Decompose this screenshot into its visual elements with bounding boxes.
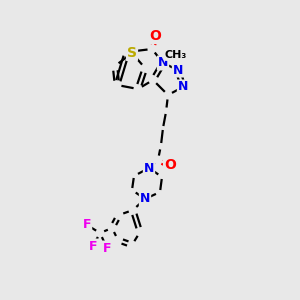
Text: F: F (89, 239, 97, 253)
Text: N: N (144, 161, 154, 175)
Text: N: N (178, 80, 188, 94)
Text: N: N (140, 193, 150, 206)
Text: F: F (83, 218, 91, 232)
Text: O: O (164, 158, 176, 172)
Text: CH₃: CH₃ (165, 50, 187, 60)
Text: S: S (127, 46, 137, 60)
Text: F: F (103, 242, 111, 254)
Text: N: N (173, 64, 183, 76)
Text: N: N (158, 56, 168, 70)
Text: O: O (149, 29, 161, 43)
